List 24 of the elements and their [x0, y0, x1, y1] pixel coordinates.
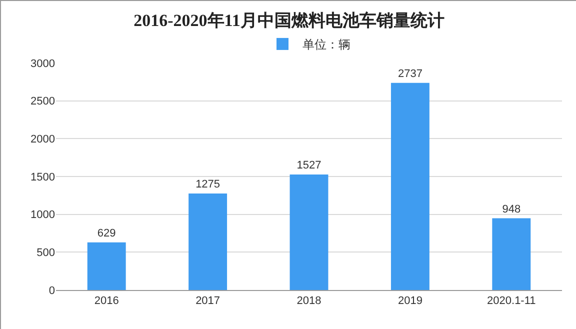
data-label: 2737	[398, 68, 422, 80]
bar	[390, 82, 430, 290]
y-tick-label: 1500	[30, 171, 55, 184]
y-tick-label: 3000	[30, 58, 55, 70]
x-tick-label: 2019	[398, 295, 422, 308]
bar	[290, 174, 328, 290]
x-tick-label: 2016	[94, 295, 119, 308]
data-label: 1527	[296, 159, 322, 172]
y-tick-label: 0	[48, 284, 55, 297]
y-tick-label: 2000	[30, 134, 55, 146]
data-label: 948	[502, 203, 521, 216]
chart-title: 2016-2020年11月中国燃料电池车销量统计	[134, 11, 444, 30]
bar	[87, 242, 126, 290]
bar	[492, 218, 531, 290]
legend-label: 单位：辆	[302, 38, 350, 52]
bar	[188, 194, 228, 290]
y-tick-label: 1000	[30, 209, 55, 222]
x-tick-label: 2020.1-11	[487, 295, 536, 308]
data-label: 1275	[196, 178, 220, 191]
y-tick-label: 2500	[30, 96, 55, 108]
y-tick-label: 500	[36, 247, 55, 260]
x-tick-label: 2018	[296, 295, 322, 308]
x-tick-label: 2017	[196, 295, 220, 308]
data-label: 629	[97, 227, 116, 240]
